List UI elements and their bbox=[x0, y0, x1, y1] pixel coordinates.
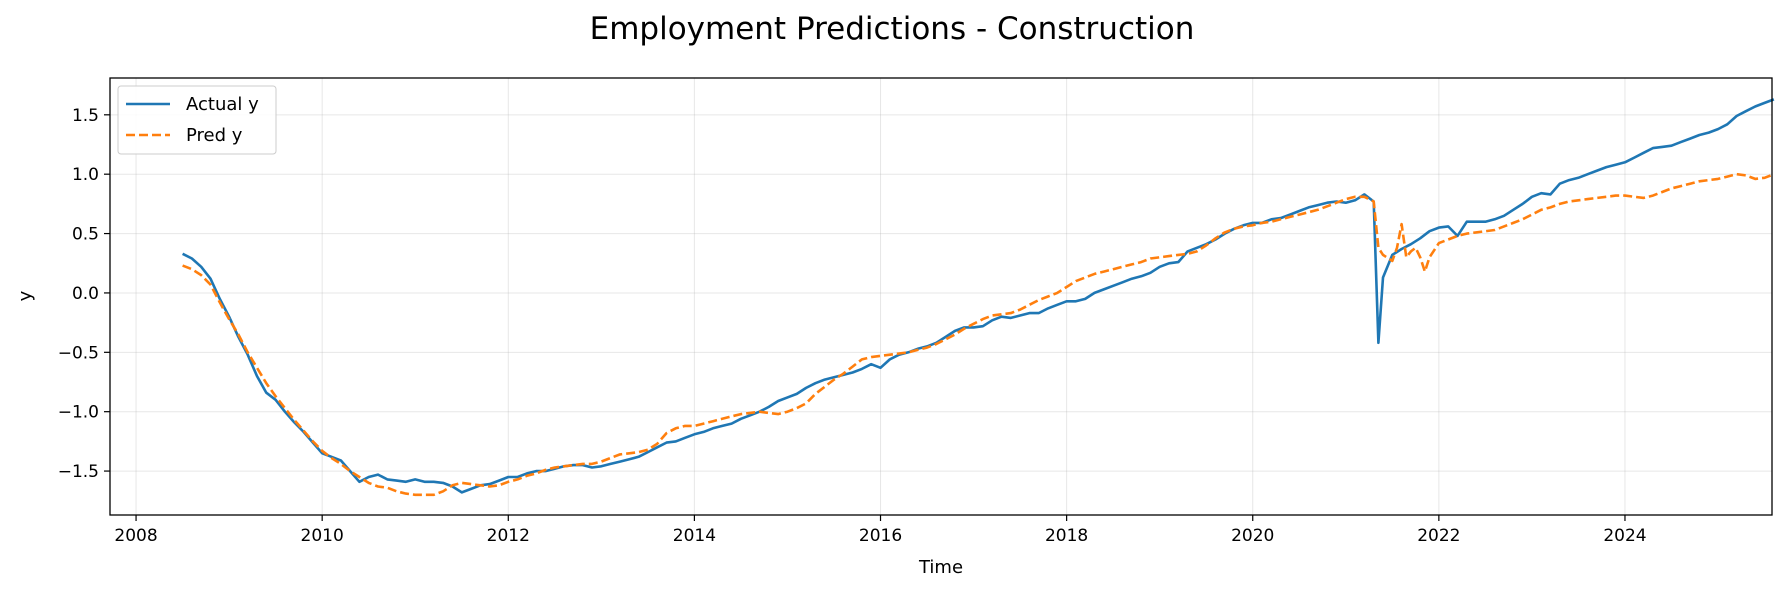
x-axis-label: Time bbox=[918, 557, 963, 578]
y-tick-label: 0.5 bbox=[72, 225, 99, 245]
y-tick-label: 1.5 bbox=[72, 106, 99, 126]
legend: Actual y Pred y bbox=[117, 85, 277, 155]
series-line-pred bbox=[182, 172, 1775, 497]
x-tick-label: 2016 bbox=[859, 526, 902, 546]
legend-label-pred: Pred y bbox=[186, 125, 243, 146]
x-tick-label: 2008 bbox=[114, 526, 157, 546]
x-tick-label: 2024 bbox=[1603, 526, 1646, 546]
plot-frame bbox=[109, 77, 1773, 516]
y-axis: −1.5 −1.0 −0.5 0.0 0.5 1.0 1.5 bbox=[58, 106, 110, 482]
y-tick-label: 0.0 bbox=[72, 284, 99, 304]
x-tick-label: 2022 bbox=[1417, 526, 1460, 546]
series-layer bbox=[182, 98, 1775, 497]
x-tick-label: 2012 bbox=[487, 526, 530, 546]
y-axis-label: y bbox=[15, 290, 36, 301]
x-tick-label: 2018 bbox=[1045, 526, 1088, 546]
chart-title: Employment Predictions - Construction bbox=[590, 11, 1195, 47]
grid-lines bbox=[110, 78, 1772, 515]
y-tick-label: −0.5 bbox=[58, 343, 99, 363]
x-tick-label: 2014 bbox=[673, 526, 716, 546]
y-tick-label: 1.0 bbox=[72, 165, 99, 185]
x-tick-label: 2020 bbox=[1231, 526, 1274, 546]
y-tick-label: −1.0 bbox=[58, 403, 99, 423]
x-tick-label: 2010 bbox=[301, 526, 344, 546]
x-axis: 2008 2010 2012 2014 2016 2018 2020 2022 2024 bbox=[114, 515, 1647, 546]
series-line-actual bbox=[182, 98, 1775, 494]
legend-label-actual: Actual y bbox=[186, 94, 259, 115]
y-tick-label: −1.5 bbox=[58, 462, 99, 482]
